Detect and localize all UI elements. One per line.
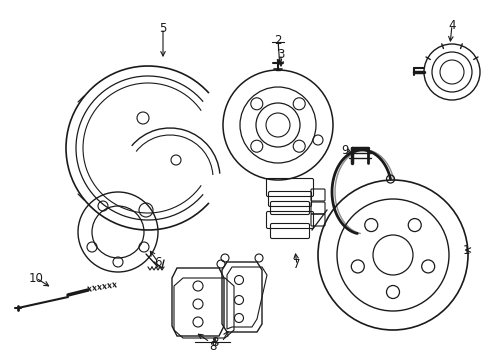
Text: 1: 1 (461, 243, 469, 257)
Text: 10: 10 (28, 271, 43, 284)
Text: 5: 5 (159, 22, 166, 35)
Text: 7: 7 (293, 258, 300, 271)
Text: 8: 8 (209, 339, 216, 352)
Text: 4: 4 (447, 18, 455, 32)
Text: 8: 8 (211, 336, 218, 348)
Text: 2: 2 (274, 33, 281, 46)
Text: 3: 3 (277, 48, 284, 60)
Text: 6: 6 (154, 256, 162, 269)
Text: 9: 9 (341, 144, 348, 157)
